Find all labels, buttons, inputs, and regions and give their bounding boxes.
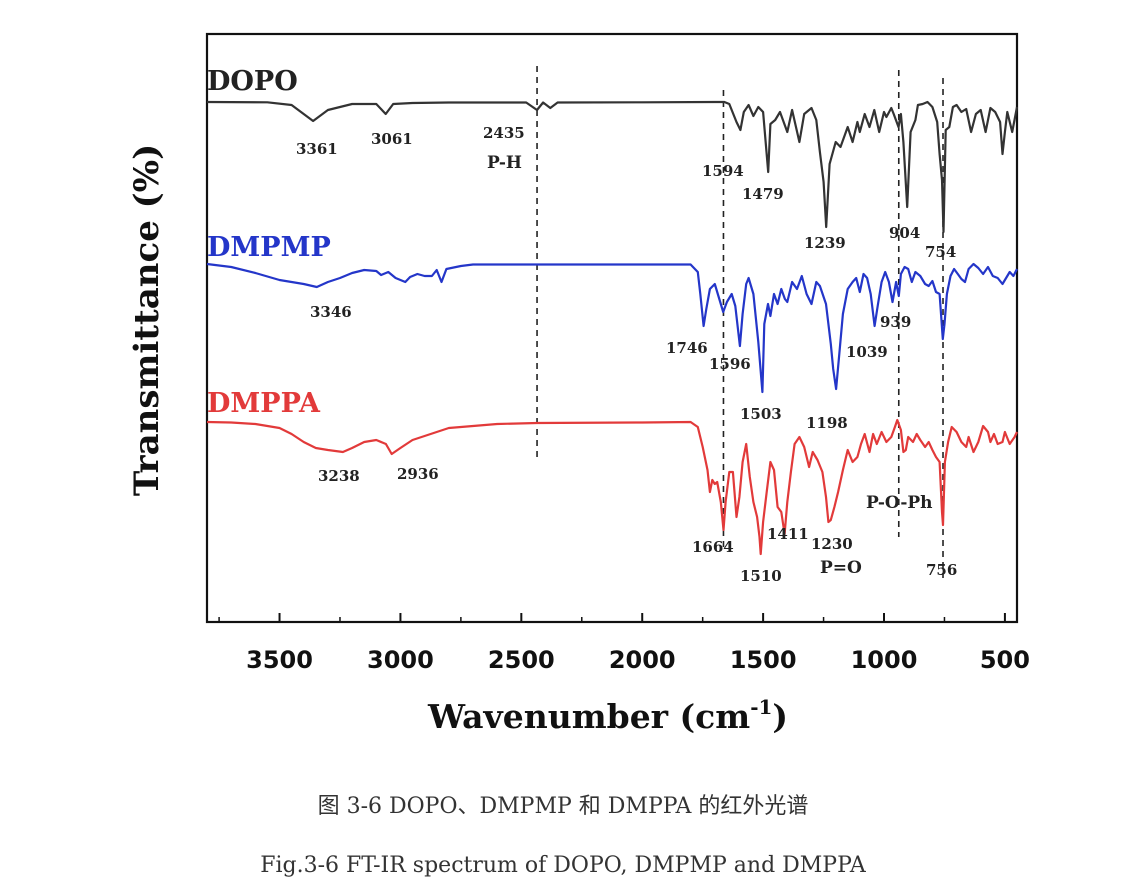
peak-label: P-H: [487, 153, 522, 173]
peak-label: P=O: [820, 558, 862, 578]
peak-label: 1039: [846, 343, 888, 361]
peak-label: 1239: [804, 234, 846, 252]
spectrum-series: [206, 100, 1019, 556]
peak-label: 1479: [742, 185, 784, 203]
x-tick-label: 3500: [246, 646, 313, 674]
peak-label: 1510: [740, 567, 782, 585]
peak-label: 3346: [310, 303, 352, 321]
series-line-dmpmp: [206, 262, 1018, 394]
series-label-dmpmp: DMPMP: [207, 232, 331, 263]
peak-label: 2435: [483, 124, 525, 142]
series-label-dopo: DOPO: [207, 66, 298, 97]
peak-label: 1746: [666, 339, 708, 357]
x-tick-label: 1500: [730, 646, 797, 674]
x-tick-label: 500: [980, 646, 1030, 674]
peak-label: 3061: [371, 130, 413, 148]
peak-label: 904: [889, 224, 920, 242]
peak-label: 1503: [740, 405, 782, 423]
peak-label: 1596: [709, 355, 751, 373]
peak-label: 3238: [318, 467, 360, 485]
x-axis-label: Wavenumber (cm-1): [427, 695, 788, 736]
peak-label: 756: [926, 561, 957, 579]
series-line-dmppa: [206, 418, 1018, 556]
reference-lines: [536, 66, 944, 578]
x-tick-label: 2500: [488, 646, 555, 674]
peak-label: 754: [925, 243, 956, 261]
plot-frame: [205, 32, 1019, 624]
y-axis-label: Transmittance (%): [127, 144, 167, 496]
x-axis-ticks: 3500 3000 2500 2000 1500 1000 500: [218, 613, 1030, 674]
peak-annotations: 3361 3061 2435 P-H 1594 1479 1239 904 75…: [296, 124, 957, 585]
peak-label: 1411: [767, 525, 809, 543]
x-axis-label-superscript: -1: [750, 695, 772, 719]
x-axis-label-main: Wavenumber (cm: [427, 697, 750, 736]
peak-label: 3361: [296, 140, 338, 158]
x-tick-label: 1000: [851, 646, 918, 674]
ftir-figure: 3500 3000 2500 2000 1500 1000 500 DOPO DMPMP D…: [127, 32, 1030, 736]
series-label-dmppa: DMPPA: [207, 388, 321, 419]
x-tick-label: 3000: [367, 646, 434, 674]
peak-label: 1198: [806, 414, 848, 432]
x-axis-label-close: ): [772, 697, 788, 736]
peak-label: P-O-Ph: [866, 493, 933, 513]
peak-label: 1230: [811, 535, 853, 553]
caption-english: Fig.3-6 FT-IR spectrum of DOPO, DMPMP an…: [260, 853, 866, 878]
series-line-dopo: [206, 100, 1019, 234]
x-tick-label: 2000: [609, 646, 676, 674]
caption-chinese: 图 3-6 DOPO、DMPMP 和 DMPPA 的红外光谱: [317, 794, 809, 819]
peak-label: 939: [880, 313, 911, 331]
peak-label: 2936: [397, 465, 439, 483]
peak-label: 1664: [692, 538, 734, 556]
peak-label: 1594: [702, 162, 744, 180]
